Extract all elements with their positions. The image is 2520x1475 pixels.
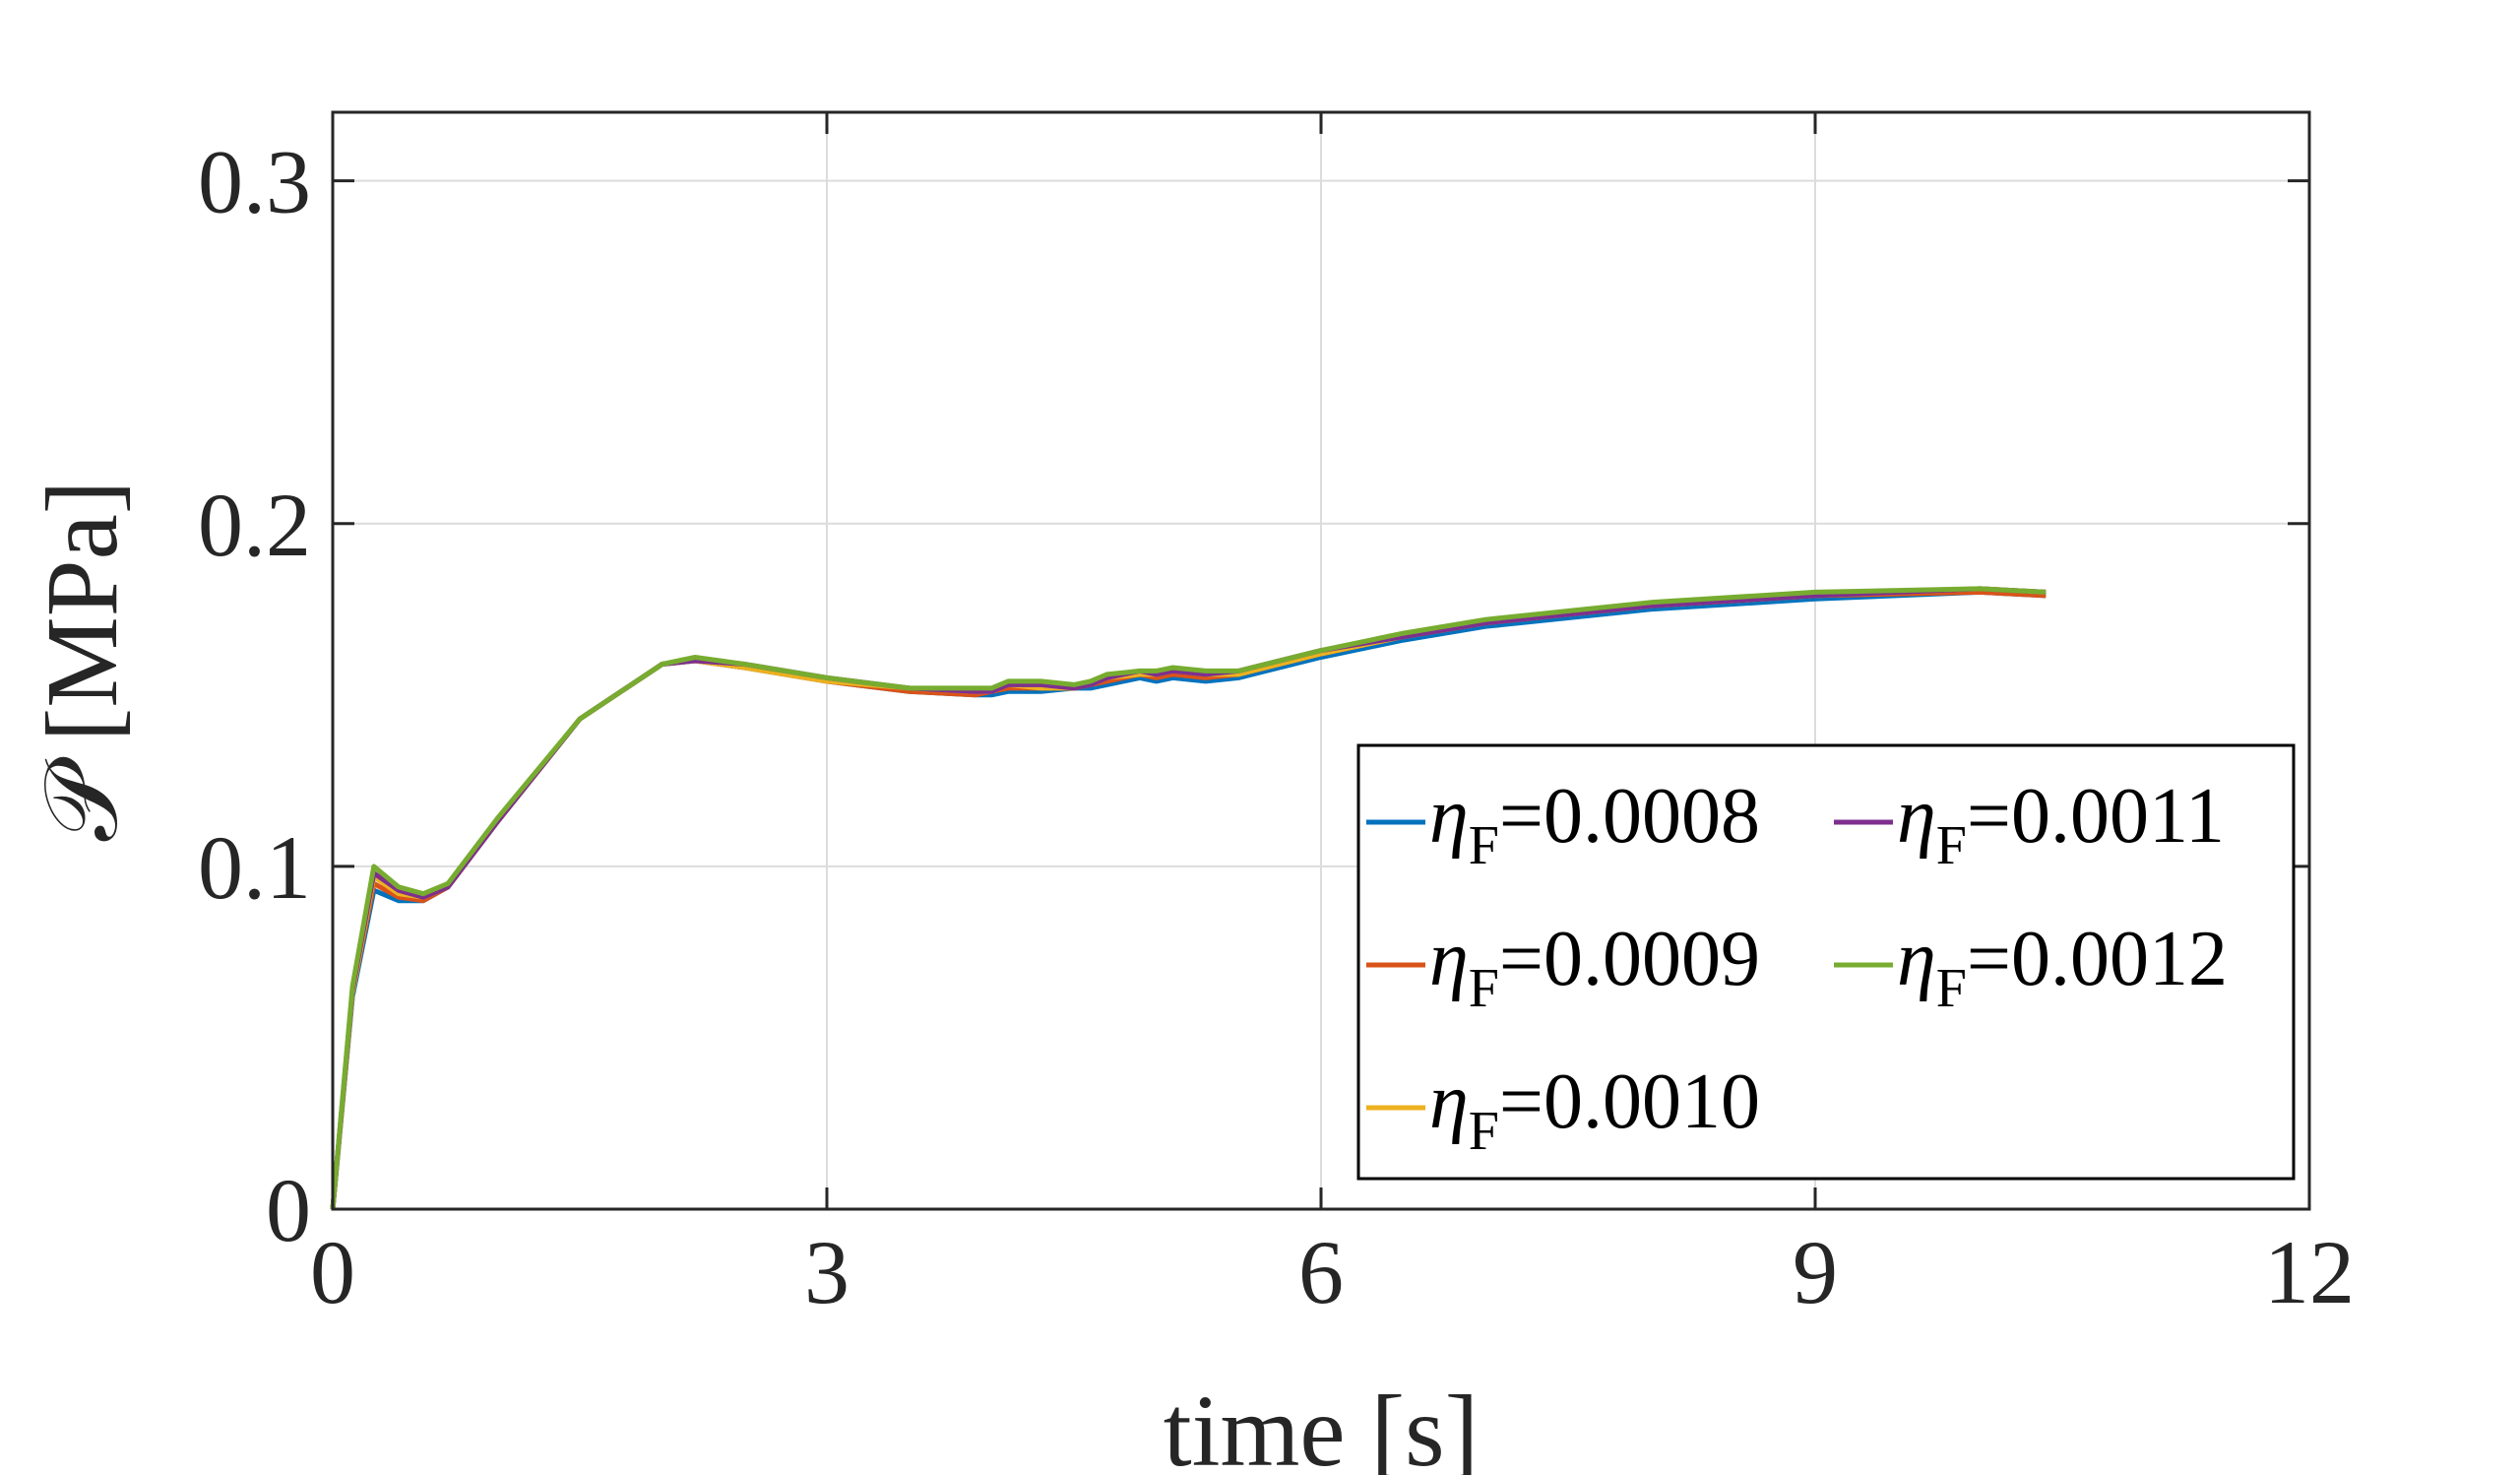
y-axis-label: 𝒫 [MPa] bbox=[26, 481, 139, 842]
legend: ηF=0.0008ηF=0.0009ηF=0.0010ηF=0.0011ηF=0… bbox=[1356, 743, 2296, 1181]
y-tick-label: 0.1 bbox=[198, 817, 311, 918]
legend-symbol: η bbox=[1897, 773, 1936, 860]
tick-marks bbox=[331, 112, 2311, 1211]
x-tick-label: 0 bbox=[310, 1222, 355, 1322]
x-tick-labels: 0 3 6 9 12 bbox=[310, 1222, 2355, 1322]
legend-symbol: η bbox=[1429, 1058, 1469, 1145]
legend-symbol: η bbox=[1429, 916, 1469, 1002]
legend-value: =0.0009 bbox=[1499, 916, 1760, 1002]
series-line bbox=[330, 586, 2047, 1210]
legend-subscript: F bbox=[1469, 1101, 1499, 1162]
legend-symbol: η bbox=[1897, 916, 1936, 1002]
legend-value: =0.0012 bbox=[1967, 916, 2228, 1002]
legend-subscript: F bbox=[1936, 815, 1967, 876]
legend-subscript: F bbox=[1936, 958, 1967, 1019]
legend-subscript: F bbox=[1469, 958, 1499, 1019]
y-tick-label: 0.3 bbox=[198, 132, 311, 232]
x-tick-label: 3 bbox=[804, 1222, 850, 1322]
legend-entry: ηF=0.0010 bbox=[1429, 1058, 1760, 1162]
legend-box bbox=[1356, 743, 2296, 1181]
legend-entry: ηF=0.0011 bbox=[1897, 773, 2225, 876]
legend-entry: ηF=0.0012 bbox=[1897, 916, 2228, 1019]
legend-symbol: η bbox=[1429, 773, 1469, 860]
x-tick-label: 6 bbox=[1298, 1222, 1344, 1322]
x-axis-label: time [s] bbox=[1164, 1375, 1480, 1475]
legend-value: =0.0010 bbox=[1499, 1058, 1760, 1145]
legend-value: =0.0011 bbox=[1967, 773, 2225, 860]
y-tick-label: 0 bbox=[266, 1160, 311, 1260]
x-tick-label: 12 bbox=[2264, 1222, 2355, 1322]
legend-value: =0.0008 bbox=[1499, 773, 1760, 860]
legend-entry: ηF=0.0009 bbox=[1429, 916, 1760, 1019]
legend-entry: ηF=0.0008 bbox=[1429, 773, 1760, 876]
legend-subscript: F bbox=[1469, 815, 1499, 876]
y-tick-labels: 0 0.1 0.2 0.3 bbox=[198, 132, 311, 1260]
series-lines bbox=[330, 586, 2047, 1210]
y-tick-label: 0.2 bbox=[198, 475, 311, 575]
x-tick-label: 9 bbox=[1793, 1222, 1838, 1322]
